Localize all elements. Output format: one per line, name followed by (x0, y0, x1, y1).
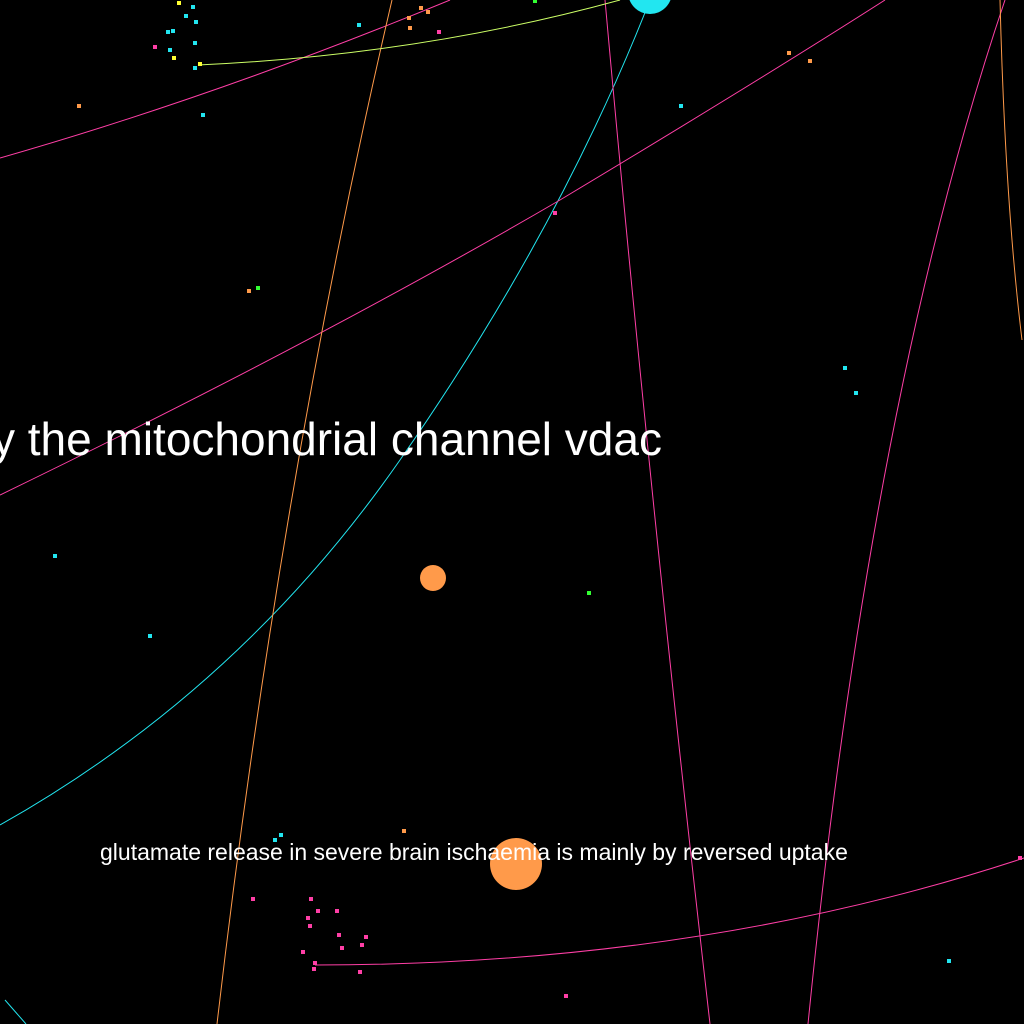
node (843, 366, 847, 370)
node (364, 935, 368, 939)
node (273, 838, 277, 842)
edge-pink-top (0, 0, 451, 159)
node (177, 1, 181, 5)
edge-pink-diagonal (0, 0, 886, 496)
node (148, 634, 152, 638)
node (316, 909, 320, 913)
node (587, 591, 591, 595)
node (166, 30, 170, 34)
node (309, 897, 313, 901)
node (357, 23, 361, 27)
node (198, 62, 202, 66)
edge-lightgreen (197, 0, 621, 66)
node (437, 30, 441, 34)
node (194, 20, 198, 24)
node (168, 48, 172, 52)
node (679, 104, 683, 108)
edge-pink-bottom (314, 857, 1024, 966)
node (301, 950, 305, 954)
node (533, 0, 537, 3)
node (947, 959, 951, 963)
edge-orange-left (216, 0, 393, 1024)
node (340, 946, 344, 950)
node (184, 14, 188, 18)
node (171, 29, 175, 33)
node (191, 5, 195, 9)
node (564, 994, 568, 998)
edge-orange-right (999, 0, 1023, 341)
node (193, 41, 197, 45)
node (426, 10, 430, 14)
node (308, 924, 312, 928)
node (854, 391, 858, 395)
node (407, 16, 411, 20)
node (402, 829, 406, 833)
node (193, 66, 197, 70)
large-nodes (420, 0, 671, 890)
node-cyan-hub (629, 0, 671, 14)
node (337, 933, 341, 937)
node (77, 104, 81, 108)
node (153, 45, 157, 49)
node (335, 909, 339, 913)
node (312, 967, 316, 971)
node (172, 56, 176, 60)
node (256, 286, 260, 290)
node (53, 554, 57, 558)
edge-cyan-bottom (4, 999, 27, 1024)
node (251, 897, 255, 901)
node (1018, 856, 1022, 860)
node-orange-medium (420, 565, 446, 591)
node (553, 211, 557, 215)
node (279, 833, 283, 837)
edge-pink-vertical (604, 0, 711, 1024)
node-orange-large (490, 838, 542, 890)
node (808, 59, 812, 63)
edge-pink-right (807, 0, 1006, 1024)
node (313, 961, 317, 965)
node-label-glutamate: glutamate release in severe brain ischae… (100, 839, 848, 865)
node (201, 113, 205, 117)
node (247, 289, 251, 293)
node (408, 26, 412, 30)
node (787, 51, 791, 55)
edge-cyan-long (0, 0, 651, 826)
node (360, 943, 364, 947)
small-nodes (53, 0, 1022, 998)
node-label-vdac: y the mitochondrial channel vdac (0, 413, 662, 465)
node (306, 916, 310, 920)
node (358, 970, 362, 974)
node (419, 6, 423, 10)
